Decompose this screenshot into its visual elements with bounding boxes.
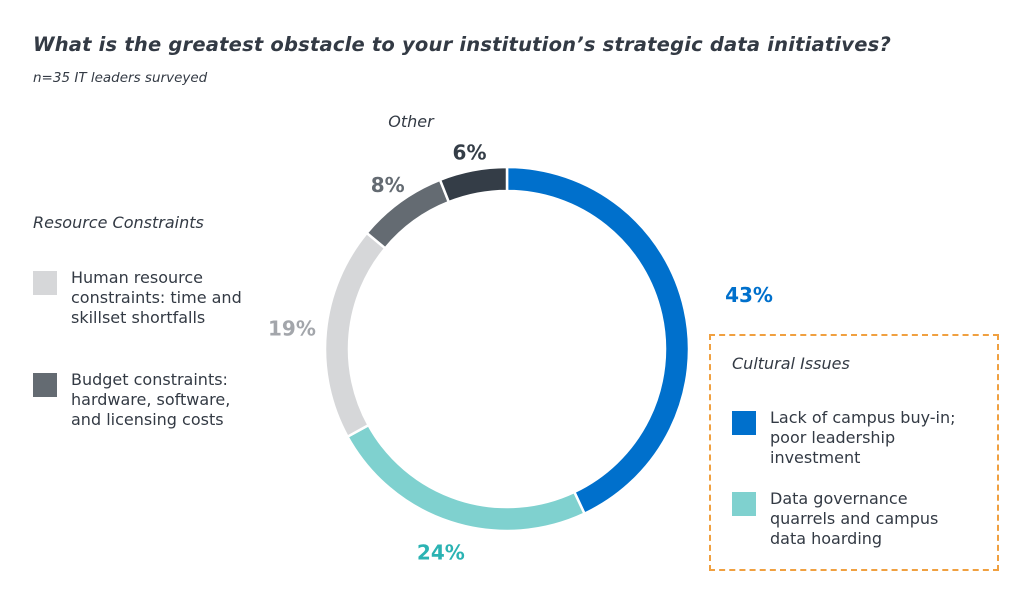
legend-item-data-governance: Data governance quarrels and campus data… [732,489,992,549]
legend-label-campus-buy-in: Lack of campus buy-in; poor leadership i… [770,408,956,467]
slice-value-label-0: 43% [725,283,773,307]
legend-swatch-budget [33,373,57,397]
cultural-issues-title: Cultural Issues [732,354,850,373]
chart-title: What is the greatest obstacle to your in… [33,33,891,56]
chart-subtitle: n=35 IT leaders surveyed [33,70,208,86]
slice-value-label-4: 6% [453,141,487,165]
legend-swatch-human-resource [33,271,57,295]
legend-swatch-campus-buy-in [732,411,756,435]
donut-slice-1 [345,423,587,533]
donut-slice-4 [438,165,509,204]
legend-swatch-data-governance [732,492,756,516]
cultural-issues-box [709,334,999,571]
slice-value-label-1: 24% [417,541,465,565]
legend-item-human-resource: Human resource constraints: time and ski… [33,268,263,328]
resource-constraints-title: Resource Constraints [33,213,204,232]
legend-label-human-resource: Human resource constraints: time and ski… [71,268,242,327]
legend-label-data-governance: Data governance quarrels and campus data… [770,489,939,548]
donut-slice-2 [323,231,388,439]
legend-label-budget: Budget constraints: hardware, software, … [71,370,231,429]
slice-value-label-2: 19% [268,317,316,341]
other-category-label: Other [388,112,435,131]
donut-slice-0 [505,165,691,516]
legend-item-budget: Budget constraints: hardware, software, … [33,370,273,430]
slice-value-label-3: 8% [371,173,405,197]
legend-item-campus-buy-in: Lack of campus buy-in; poor leadership i… [732,408,992,468]
